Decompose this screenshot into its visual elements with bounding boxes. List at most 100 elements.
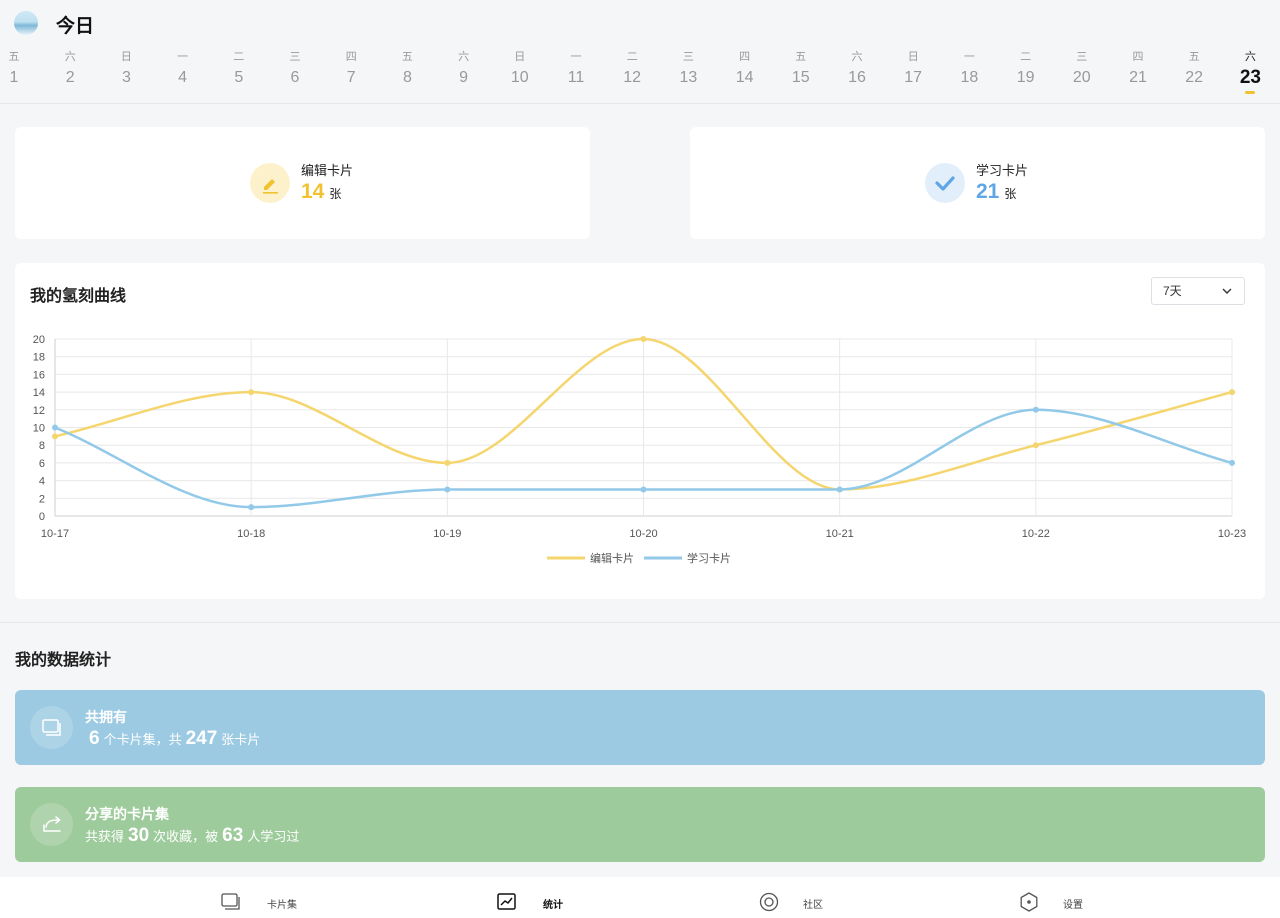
owned-cards-count: 247 <box>185 728 218 749</box>
date-item[interactable]: 五 15 <box>781 48 821 90</box>
study-cards-value: 21 张 <box>976 180 1016 204</box>
selected-day-indicator <box>1245 91 1256 94</box>
data-point <box>248 504 255 511</box>
date-item[interactable]: 四 21 <box>1118 48 1158 90</box>
date-number: 17 <box>904 69 923 86</box>
date-item[interactable]: 一 11 <box>556 48 596 90</box>
study-cards-unit: 张 <box>1004 187 1017 201</box>
date-number: 20 <box>1072 69 1091 86</box>
x-tick-label: 10-21 <box>826 528 854 540</box>
legend-label: 学习卡片 <box>687 551 731 565</box>
x-tick-label: 10-19 <box>433 528 461 540</box>
owned-text-b: 张卡片 <box>221 732 261 747</box>
edit-cards-count: 14 <box>301 180 325 203</box>
data-point <box>248 389 255 396</box>
date-number: 4 <box>178 69 188 86</box>
legend-label: 编辑卡片 <box>590 551 634 565</box>
date-number: 7 <box>346 69 356 86</box>
date-item[interactable]: 一 18 <box>949 48 989 90</box>
weekday-label: 六 <box>1244 51 1256 63</box>
date-item[interactable]: 六 16 <box>837 48 877 90</box>
memory-curve-chart: 0 2 4 6 8 10 12 14 16 18 20 10-17 10-18 10-19 10-20 10-… <box>33 334 1246 565</box>
date-number: 13 <box>679 69 698 86</box>
data-point <box>444 486 451 493</box>
nav-label-statistics: 统计 <box>543 900 563 911</box>
date-item[interactable]: 日 17 <box>893 48 933 90</box>
date-number: 12 <box>623 69 642 86</box>
date-item[interactable]: 三 13 <box>668 48 708 90</box>
avatar[interactable] <box>14 11 38 35</box>
y-tick-label: 4 <box>39 476 45 488</box>
nav-item-statistics[interactable]: 统计 <box>496 877 576 918</box>
weekday-label: 二 <box>1020 51 1032 63</box>
y-tick-label: 0 <box>39 511 45 523</box>
community-icon <box>758 891 780 913</box>
share-icon <box>30 803 73 846</box>
data-point <box>640 336 647 342</box>
weekday-label: 二 <box>233 51 245 63</box>
owned-stats-banner[interactable]: 共拥有 6 个卡片集，共 247 张卡片 <box>15 690 1265 765</box>
check-icon <box>925 163 965 203</box>
date-item[interactable]: 五 22 <box>1174 48 1214 90</box>
edit-cards-value: 14 张 <box>301 180 341 204</box>
x-tick-label: 10-20 <box>629 528 657 540</box>
data-point <box>1032 442 1039 449</box>
date-number: 14 <box>735 69 754 86</box>
weekday-label: 一 <box>570 51 582 63</box>
date-item[interactable]: 六 23 <box>1230 48 1270 94</box>
date-item[interactable]: 四 14 <box>725 48 765 90</box>
x-tick-label: 10-17 <box>41 528 69 540</box>
study-cards-count: 21 <box>976 180 1000 203</box>
weekday-label: 三 <box>1076 51 1088 63</box>
date-item[interactable]: 三 20 <box>1062 48 1102 90</box>
owned-detail: 6 个卡片集，共 247 张卡片 <box>85 728 260 750</box>
card-deck-icon <box>220 891 242 913</box>
weekday-label: 日 <box>907 51 919 63</box>
study-cards-summary: 学习卡片 21 张 <box>690 127 1265 239</box>
x-tick-label: 10-23 <box>1218 528 1246 540</box>
date-item[interactable]: 二 19 <box>1006 48 1046 90</box>
date-number: 19 <box>1016 69 1035 86</box>
chart-icon <box>496 891 518 913</box>
date-number: 1 <box>9 69 19 86</box>
date-number: 11 <box>567 69 585 86</box>
date-item[interactable]: 日 10 <box>500 48 540 90</box>
date-number: 18 <box>960 69 979 86</box>
y-tick-label: 10 <box>33 423 45 435</box>
chart-title: 我的氢刻曲线 <box>30 288 127 305</box>
weekday-label: 五 <box>401 51 413 63</box>
weekday-label: 日 <box>120 51 132 63</box>
weekday-label: 一 <box>963 51 975 63</box>
section-divider <box>0 622 1280 623</box>
owned-sets-count: 6 <box>89 728 100 749</box>
nav-label-card-decks: 卡片集 <box>267 900 297 911</box>
shared-stats-banner[interactable]: 分享的卡片集 共获得 30 次收藏，被 63 人学习过 <box>15 787 1265 862</box>
date-number: 16 <box>848 69 866 86</box>
data-point <box>640 486 647 493</box>
nav-item-card-decks[interactable]: 卡片集 <box>220 877 310 918</box>
date-item[interactable]: 二 12 <box>612 48 652 90</box>
data-point <box>1229 389 1235 396</box>
range-select[interactable]: 7天 <box>1151 277 1245 305</box>
shared-text-b: 次收藏，被 <box>153 829 219 844</box>
date-number: 6 <box>290 69 300 86</box>
nav-label-settings: 设置 <box>1063 900 1083 911</box>
owned-title: 共拥有 <box>85 709 127 725</box>
nav-item-community[interactable]: 社区 <box>758 877 838 918</box>
y-tick-label: 6 <box>39 458 45 470</box>
date-number: 23 <box>1239 67 1261 88</box>
date-number: 8 <box>402 69 412 86</box>
nav-item-settings[interactable]: 设置 <box>1018 877 1098 918</box>
date-number: 10 <box>510 69 529 86</box>
data-point <box>836 486 843 493</box>
page-title: 今日 <box>56 16 95 37</box>
